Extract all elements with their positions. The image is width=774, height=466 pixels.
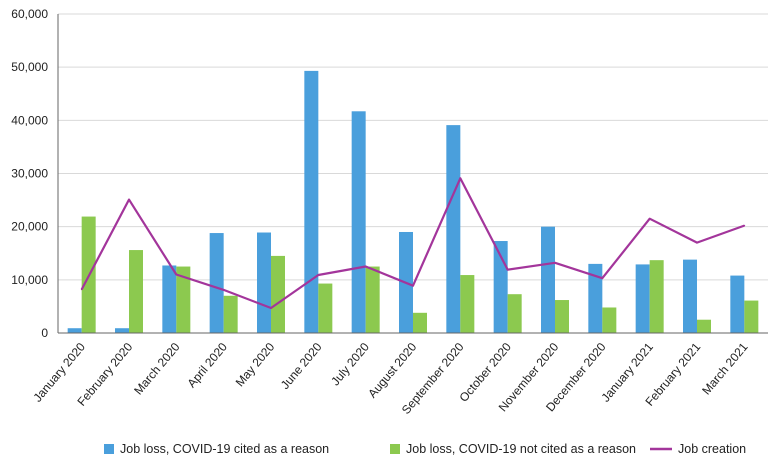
bar-covid-not-cited [460,275,475,333]
bar-covid-cited [730,275,745,333]
bar-covid-not-cited [555,300,569,333]
job-creation-point [743,224,746,227]
y-tick-label: 0 [41,326,48,340]
job-creation-point [364,265,367,268]
bar-covid-not-cited [649,260,664,333]
bar-covid-cited [541,226,555,333]
bar-covid-not-cited [507,294,522,333]
bar-covid-not-cited [413,312,427,333]
bar-covid-not-cited [176,266,191,333]
x-tick-label: May 2020 [233,340,278,390]
job-creation-point [317,274,320,276]
bar-covid-not-cited [365,266,380,333]
y-tick-label: 40,000 [11,113,48,127]
legend-label: Job creation [678,442,746,456]
x-tick-label: August 2020 [365,340,419,401]
bar-covid-cited [115,328,129,333]
bar-covid-not-cited [602,307,617,333]
bar-covid-cited [588,263,603,333]
job-creation-point [601,277,604,280]
bar-covid-cited [67,328,82,333]
bar-covid-cited [257,232,271,333]
bar-covid-cited [304,70,319,333]
y-tick-label: 30,000 [11,167,48,181]
bar-covid-cited [162,265,177,333]
bar-covid-not-cited [271,255,285,333]
legend-label: Job loss, COVID-19 cited as a reason [120,442,329,456]
bar-covid-cited [209,233,224,333]
job-creation-point [459,177,462,180]
bar-covid-cited [446,125,461,333]
bar-covid-not-cited [318,283,333,333]
x-tick-label: March 2020 [131,340,183,398]
bar-covid-not-cited [697,319,711,333]
job-creation-point [270,307,272,309]
x-tick-label: March 2021 [699,340,751,398]
job-creation-point [696,241,698,244]
y-tick-label: 20,000 [11,220,48,234]
bar-covid-not-cited [223,295,238,333]
bar-covid-not-cited [129,250,143,333]
bars [67,70,759,333]
job-creation-point [175,273,178,276]
job-creation-point [80,288,83,291]
job-creation-point [506,268,509,271]
job-creation-point [128,198,130,201]
y-tick-label: 10,000 [11,273,48,287]
legend-swatch [390,444,400,454]
legend: Job loss, COVID-19 cited as a reason Job … [104,442,746,456]
x-tick-label: July 2020 [328,340,372,389]
y-tick-label: 50,000 [11,60,48,74]
axes [57,14,768,334]
job-creation-line-group [80,177,746,310]
bar-covid-not-cited [744,300,759,333]
bar-covid-cited [635,264,650,333]
legend-swatch [104,444,114,454]
bar-covid-cited [351,111,366,333]
y-axis-ticks: 0 10,000 20,000 30,000 40,000 50,000 60,000 [11,7,48,340]
job-creation-point [554,262,556,264]
x-tick-label: June 2020 [278,340,325,392]
job-creation-point [222,289,225,291]
job-creation-point [412,284,414,287]
bar-covid-cited [683,259,697,333]
legend-label: Job loss, COVID-19 not cited as a reason [406,442,636,456]
x-tick-label: April 2020 [184,340,230,391]
y-tick-label: 60,000 [11,7,48,21]
job-creation-point [648,217,651,220]
